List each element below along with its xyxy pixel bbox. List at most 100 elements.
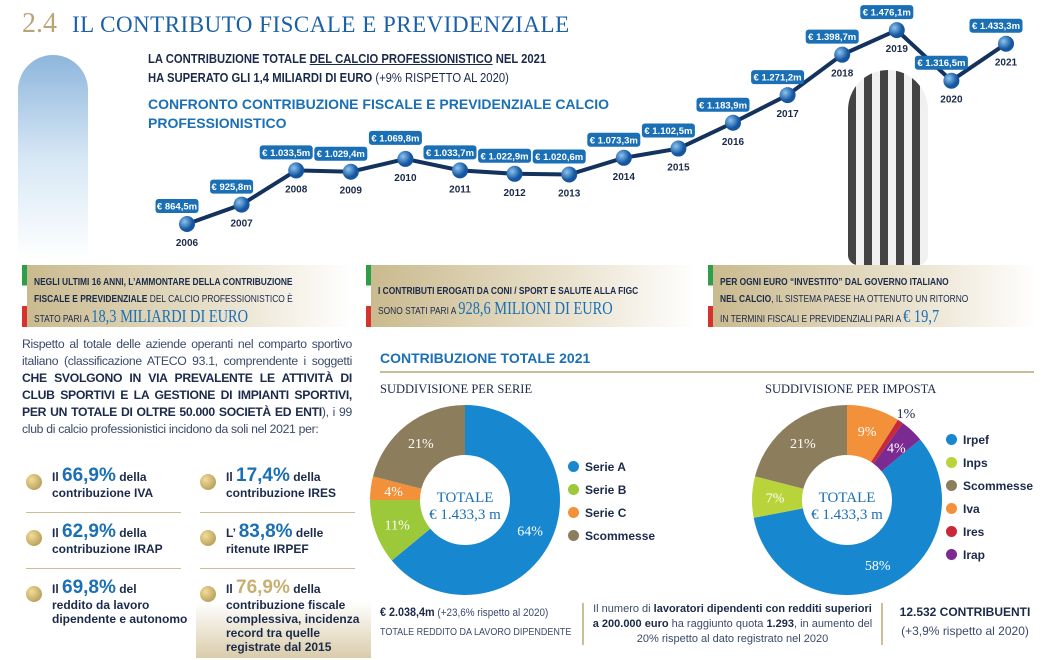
intro-text: LA CONTRIBUZIONE TOTALE DEL CALCIO PROFE… [148,52,547,85]
line-chart: € 864,5m 2006 € 925,8m 2007 € 1.033,5m 2008 € … [155,5,1023,249]
section-number: 2.4 [22,8,57,39]
data-label: € 1.316,5m [914,55,968,70]
donut-center-imposta: TOTALE € 1.433,3 m [811,490,883,523]
data-point [342,163,359,180]
page-title: IL CONTRIBUTO FISCALE E PREVIDENZIALE [72,12,570,37]
year-label: 2016 [722,137,745,148]
slice-serie-a [391,405,560,595]
legend-swatch [946,549,957,560]
slice-scommesse [754,405,847,489]
data-label: € 1.033,7m [423,145,477,160]
slice-serie-c [370,476,422,500]
slice-label: 4% [384,485,403,500]
italy-flag-stripe [366,265,371,327]
data-point [670,140,687,157]
slice-label: 21% [790,437,816,452]
slice-irap [873,423,921,472]
year-label: 2011 [449,184,471,195]
svg-text:€ 1.271,2m: € 1.271,2m [754,73,802,84]
description-paragraph: Rispetto al totale delle aziende operant… [22,337,352,436]
data-point [943,72,960,89]
legend-swatch [568,461,579,472]
data-point [397,150,414,167]
year-label: 2006 [176,238,199,249]
data-point [179,216,195,232]
year-label: 2015 [667,163,690,174]
data-label: € 1.029,4m [314,146,368,161]
svg-text:€ 1.433,3m: € 1.433,3m [972,21,1020,32]
coin-icon [200,530,216,546]
divider [200,568,355,569]
data-label: € 1.476,1m [860,5,914,20]
slice-ires [871,419,903,464]
coin-icon [26,586,42,602]
legend-item: Scommesse [568,524,655,547]
legend-item: Inps [946,451,988,474]
legend-item: Ires [946,520,984,543]
stat-item: Il 17,4% della contribuzione IRES [196,466,371,500]
slice-label: 1% [897,407,916,422]
legend-swatch [946,503,957,514]
donut-title-imposta: SUDDIVISIONE PER IMPOSTA [765,382,937,396]
footer-workers: Il numero di lavoratori dipendenti con r… [592,603,873,645]
svg-text:€ 1.022,9m: € 1.022,9m [481,151,529,162]
data-label: € 1.020,6m [532,149,586,164]
data-label: € 1.398,7m [805,29,859,44]
year-label: 2010 [394,173,417,184]
coin-icon [200,474,216,490]
line-chart-title: CONFRONTO CONTRIBUZIONE FISCALE E PREVID… [148,96,609,131]
slice-label: 64% [517,525,543,540]
year-label: 2021 [995,58,1018,69]
info-band-3: PER OGNI EURO “INVESTITO” DAL GOVERNO IT… [708,265,1038,327]
italy-flag-stripe [708,265,713,327]
svg-text:€ 1.029,4m: € 1.029,4m [317,149,365,160]
legend-item: Serie A [568,455,626,478]
legend-swatch [568,530,579,541]
divider [582,603,584,645]
coin-icon [26,530,42,546]
data-label: € 925,8m [210,179,254,194]
year-label: 2017 [776,109,799,120]
section-title-2021: CONTRIBUZIONE TOTALE 2021 [380,350,591,366]
donut-center-serie: TOTALE € 1.433,3 m [429,490,501,523]
info-band-2: I CONTRIBUTI EROGATI DA CONI / SPORT E S… [366,265,696,327]
coin-icon [200,586,216,602]
slice-irpef [753,439,943,596]
data-label: € 1.433,3m [969,18,1023,33]
legend-swatch [946,480,957,491]
legend-swatch [946,457,957,468]
footer-income: € 2.038,4m (+23,6% rispetto al 2020) TOT… [380,605,572,638]
slice-label: 7% [766,492,785,507]
divider [26,568,181,569]
data-point [998,35,1014,52]
data-label: € 1.022,9m [478,148,532,163]
data-point [506,165,523,182]
stat-item: Il 69,8% del reddito da lavoro dipendente… [22,578,197,626]
slice-label: 58% [865,559,891,574]
legend-swatch [946,434,957,445]
data-label: € 1.183,9m [696,97,750,112]
stat-item: Il 62,9% della contribuzione IRAP [22,522,197,556]
year-label: 2009 [340,186,363,197]
svg-text:€ 1.102,5m: € 1.102,5m [644,126,692,137]
svg-text:€ 1.073,3m: € 1.073,3m [590,135,638,146]
year-label: 2007 [230,219,253,230]
legend-item: Irap [946,543,985,566]
coin-icon [26,474,42,490]
svg-text:€ 1.033,7m: € 1.033,7m [426,148,474,159]
legend-swatch [568,484,579,495]
data-point [779,87,796,104]
data-point [288,162,305,179]
svg-text:€ 1.476,1m: € 1.476,1m [863,8,911,19]
data-point [615,149,632,166]
data-point [233,196,250,213]
svg-text:€ 1.316,5m: € 1.316,5m [917,58,965,69]
year-label: 2013 [558,189,581,200]
svg-text:€ 1.398,7m: € 1.398,7m [808,32,856,43]
slice-inps [752,476,804,518]
svg-text:€ 1.069,8m: € 1.069,8m [371,133,419,144]
data-label: € 1.102,5m [641,123,695,138]
divider [881,603,883,645]
svg-text:€ 1.020,6m: € 1.020,6m [535,152,583,163]
